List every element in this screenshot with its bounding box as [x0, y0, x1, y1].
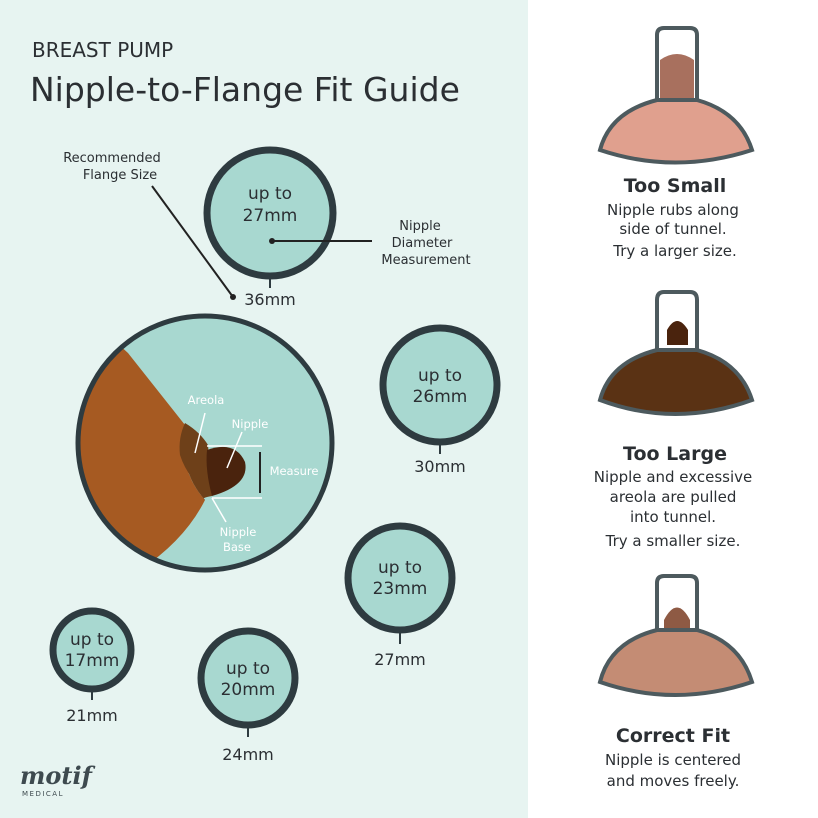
svg-text:side of tunnel.: side of tunnel.: [619, 220, 726, 238]
svg-text:up to: up to: [226, 659, 270, 679]
svg-text:up to: up to: [378, 558, 422, 578]
anatomy-diagram: Areola Nipple Measure Nipple Base: [75, 313, 335, 573]
svg-text:Base: Base: [223, 540, 251, 554]
svg-text:20mm: 20mm: [221, 680, 276, 700]
size-circle-30mm: up to 26mm 30mm: [379, 324, 501, 476]
flange-too-large: Too Large Nipple and excessive areola ar…: [594, 290, 755, 550]
recommended-dot: [230, 294, 236, 300]
svg-text:Try a larger size.: Try a larger size.: [612, 242, 737, 260]
size-circle-27mm: up to 23mm 27mm: [344, 522, 456, 669]
kicker: BREAST PUMP: [32, 38, 173, 62]
flange-size: 36mm: [244, 290, 296, 309]
svg-text:Measurement: Measurement: [381, 253, 470, 268]
svg-text:27mm: 27mm: [243, 206, 298, 226]
size-circle-24mm: up to 20mm 24mm: [197, 627, 299, 764]
svg-text:23mm: 23mm: [373, 579, 428, 599]
svg-text:Measure: Measure: [270, 464, 319, 478]
svg-text:Correct Fit: Correct Fit: [616, 725, 730, 747]
svg-text:30mm: 30mm: [414, 457, 466, 476]
svg-text:27mm: 27mm: [374, 650, 426, 669]
svg-text:Areola: Areola: [188, 393, 225, 407]
svg-text:Too Large: Too Large: [623, 443, 727, 465]
size-circle-36mm: up to 27mm 36mm: [203, 146, 337, 309]
svg-text:up to: up to: [70, 630, 114, 650]
svg-text:26mm: 26mm: [413, 387, 468, 407]
svg-text:Too Small: Too Small: [624, 175, 727, 197]
motif-medical-logo: motif MEDICAL: [20, 761, 96, 798]
svg-text:Nipple and excessive: Nipple and excessive: [594, 468, 753, 486]
svg-text:up to: up to: [418, 366, 462, 386]
svg-text:up to: up to: [248, 184, 292, 204]
svg-text:Nipple: Nipple: [399, 219, 440, 234]
svg-text:Nipple: Nipple: [220, 525, 257, 539]
recommended-pointer: [151, 185, 234, 298]
flange-too-small: Too Small Nipple rubs along side of tunn…: [597, 26, 755, 260]
recommended-label-2: Flange Size: [83, 168, 157, 183]
flange-correct-fit: Correct Fit Nipple is centered and moves…: [597, 574, 755, 790]
svg-text:21mm: 21mm: [66, 706, 118, 725]
svg-text:Nipple: Nipple: [232, 417, 269, 431]
size-circle-21mm: up to 17mm 21mm: [49, 607, 135, 725]
svg-text:17mm: 17mm: [65, 651, 120, 671]
svg-text:into tunnel.: into tunnel.: [630, 508, 716, 526]
svg-text:MEDICAL: MEDICAL: [22, 790, 64, 798]
svg-text:and moves freely.: and moves freely.: [607, 772, 740, 790]
page-title: Nipple-to-Flange Fit Guide: [30, 70, 460, 109]
svg-text:motif: motif: [20, 761, 96, 790]
svg-text:Diameter: Diameter: [392, 236, 453, 251]
svg-text:Nipple rubs along: Nipple rubs along: [607, 201, 739, 219]
svg-text:24mm: 24mm: [222, 745, 274, 764]
svg-text:Try a smaller size.: Try a smaller size.: [605, 532, 741, 550]
svg-text:Nipple is centered: Nipple is centered: [605, 751, 741, 769]
recommended-label-1: Recommended: [63, 151, 161, 166]
svg-text:areola are pulled: areola are pulled: [610, 488, 737, 506]
